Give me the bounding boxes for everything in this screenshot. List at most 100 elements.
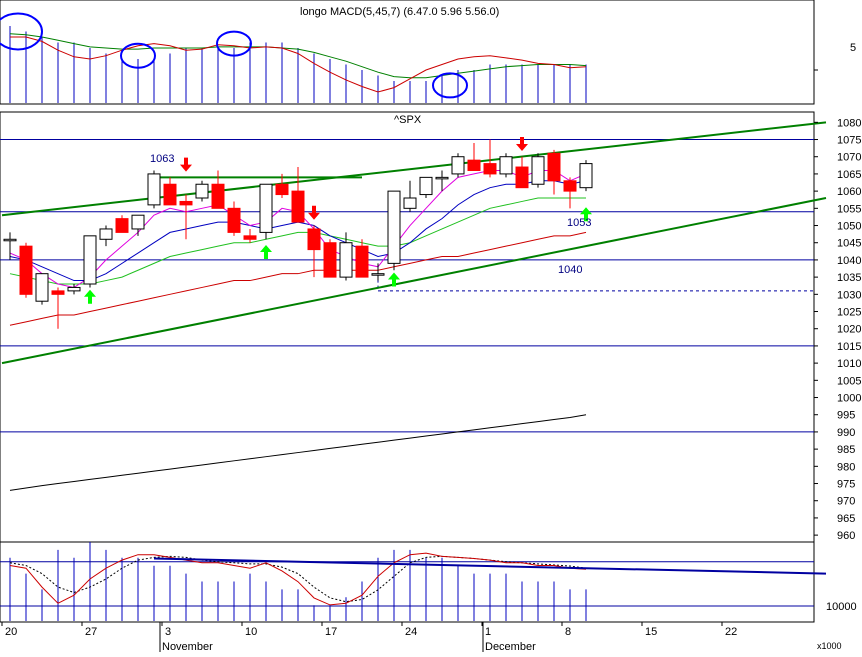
y-tick-label: 970 (837, 496, 855, 508)
candle-body (387, 190, 401, 264)
macd-signal-line (9, 33, 587, 79)
moving-average-slow (9, 197, 586, 285)
highlight-ellipse (216, 30, 252, 57)
sell-arrow-down (180, 157, 192, 172)
y-tick-label: 1070 (837, 152, 861, 164)
candle-body (483, 163, 497, 175)
horizontal-levels (0, 139, 814, 433)
price-panel (1, 121, 827, 491)
oscillator-unit-label: x1000 (817, 641, 842, 651)
oscillator-tick-label: 10000 (826, 601, 857, 613)
price-title: ^SPX (394, 114, 422, 126)
y-tick-label: 1065 (837, 169, 861, 181)
x-tick-label: 27 (85, 626, 97, 638)
candle-body (163, 183, 177, 206)
macd-line (10, 36, 587, 93)
candle-body (147, 173, 161, 206)
candle-body (51, 290, 65, 295)
candle-body (419, 176, 433, 196)
buy-arrow-up (260, 245, 272, 260)
x-tick-label: 3 (165, 626, 171, 638)
y-tick-label: 1035 (837, 272, 861, 284)
y-tick-label: 1075 (837, 135, 861, 147)
candle-body (211, 183, 225, 209)
candle-body (435, 176, 449, 180)
y-tick-label: 1025 (837, 307, 861, 319)
y-tick-label: 1055 (837, 203, 861, 215)
y-tick-label: 985 (837, 444, 855, 456)
y-tick-label: 1015 (837, 341, 861, 353)
candle-body (19, 245, 33, 295)
x-tick-label: 17 (325, 626, 337, 638)
macd-title: longo MACD(5,45,7) (6.47.0 5.96 5.56.0) (300, 6, 499, 18)
x-tick-label: 8 (565, 626, 571, 638)
x-tick-label: 20 (5, 626, 17, 638)
candle-body (323, 242, 337, 278)
candle-body (179, 200, 193, 206)
buy-arrow-up (84, 289, 96, 304)
month-label-december: December (485, 641, 536, 652)
annotation-1040: 1040 (558, 264, 582, 276)
annotation-1063: 1063 (150, 153, 174, 165)
y-tick-label: 960 (837, 530, 855, 542)
candle-body (563, 180, 577, 192)
candle-body (499, 156, 513, 175)
candle-body (515, 166, 529, 189)
macd-panel (0, 12, 587, 103)
x-tick-label: 22 (725, 626, 737, 638)
candle-body (67, 286, 81, 292)
candle-body (339, 242, 353, 278)
candle-body (579, 163, 593, 189)
y-tick-label: 1005 (837, 375, 861, 387)
buy-arrow-up (388, 272, 400, 287)
oscillator-trendline (153, 557, 827, 575)
x-tick-label: 10 (245, 626, 257, 638)
oscillator-panel (0, 542, 827, 621)
candle-body (547, 152, 561, 182)
sell-arrow-down (516, 136, 528, 151)
trendline (1, 121, 827, 217)
candle-body (355, 245, 369, 278)
candle-body (243, 235, 257, 240)
candle-body (291, 190, 305, 223)
candle-body (275, 183, 289, 196)
long-moving-average (9, 414, 587, 491)
candle-body (83, 235, 97, 285)
candle-body (259, 183, 273, 233)
candle-body (451, 156, 465, 175)
y-tick-label: 1050 (837, 221, 861, 233)
candle-body (35, 273, 49, 302)
month-label-november: November (162, 641, 213, 652)
candle-body (3, 238, 17, 242)
x-tick-label: 15 (645, 626, 657, 638)
candle-body (115, 218, 129, 233)
highlight-ellipse (432, 72, 468, 99)
x-tick-label: 1 (485, 626, 491, 638)
y-tick-label: 995 (837, 410, 855, 422)
price-frame (0, 111, 815, 543)
y-tick-label: 1000 (837, 393, 861, 405)
highlight-ellipse (0, 12, 43, 51)
candle-body (99, 228, 113, 240)
y-tick-label: 1060 (837, 186, 861, 198)
candle-body (371, 273, 385, 276)
candle-body (467, 159, 481, 171)
candle-body (131, 214, 145, 230)
macd-tick-label: 5 (850, 42, 856, 54)
candle-body (403, 197, 417, 209)
y-tick-label: 975 (837, 479, 855, 491)
y-tick-label: 1040 (837, 255, 861, 267)
candle-body (307, 228, 321, 251)
trendline (1, 197, 827, 365)
y-tick-label: 965 (837, 513, 855, 525)
y-tick-label: 1080 (837, 117, 861, 129)
macd-frame (0, 0, 815, 105)
panel-frames (0, 0, 815, 623)
candle-body (195, 183, 209, 199)
y-tick-label: 980 (837, 461, 855, 473)
y-tick-label: 1010 (837, 358, 861, 370)
x-tick-label: 24 (405, 626, 417, 638)
buy-arrow-up (580, 207, 592, 222)
